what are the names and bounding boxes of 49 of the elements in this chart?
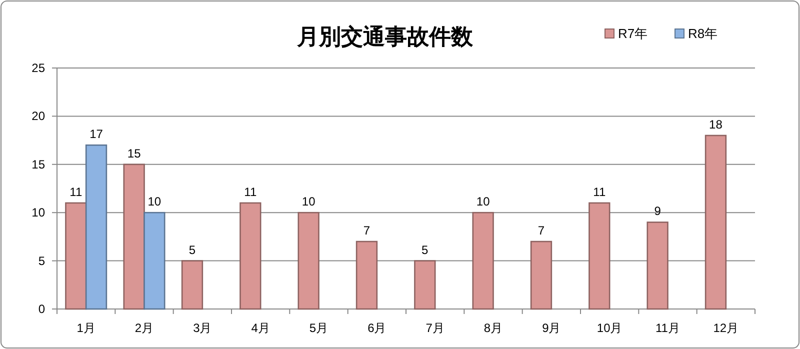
data-label: 7 [363, 224, 370, 238]
x-tick-label: 12月 [713, 321, 739, 335]
x-tick-label: 11月 [656, 321, 680, 335]
x-tick-label: 5月 [309, 321, 328, 335]
x-tick-label: 10月 [596, 321, 622, 335]
bar [472, 212, 494, 310]
bar [530, 240, 552, 310]
bar [646, 222, 668, 310]
data-label: 18 [709, 117, 723, 132]
data-label: 7 [538, 224, 545, 238]
data-label: 15 [127, 146, 142, 160]
data-label: 11 [593, 184, 606, 199]
x-tick-label: 1月 [76, 321, 96, 335]
bar [588, 202, 610, 310]
data-label: 5 [188, 242, 196, 257]
data-label: 10 [476, 194, 490, 209]
y-tick-label: 5 [38, 254, 46, 268]
x-tick-label: 8月 [484, 321, 503, 335]
data-label: 11 [70, 184, 82, 199]
y-tick-label: 10 [32, 206, 46, 220]
data-label: 5 [422, 242, 429, 257]
x-tick-label: 2月 [134, 321, 154, 335]
bar [144, 212, 166, 310]
x-tick-label: 3月 [193, 321, 212, 335]
bar [356, 240, 378, 310]
y-tick-label: 20 [32, 109, 46, 124]
data-label: 17 [90, 127, 104, 142]
bar [704, 134, 727, 310]
bar [298, 212, 320, 310]
bar [85, 144, 108, 310]
x-tick-label: 6月 [368, 321, 386, 335]
data-label: 9 [654, 204, 662, 218]
y-tick-label: 25 [32, 61, 46, 75]
chart-title: 月別交通事故件数 [296, 24, 474, 49]
bar [414, 260, 436, 310]
data-label: 11 [244, 184, 257, 199]
bar [123, 164, 145, 310]
bar [65, 202, 87, 310]
y-tick-label: 15 [32, 157, 46, 172]
bar [240, 202, 262, 310]
bar [181, 260, 204, 310]
x-tick-label: 9月 [542, 321, 561, 335]
data-label: 10 [148, 194, 162, 209]
x-tick-label: 4月 [251, 321, 270, 335]
legend-label: R8年 [688, 26, 718, 41]
data-label: 10 [302, 194, 316, 209]
legend-label: R7年 [618, 26, 648, 41]
x-tick-label: 7月 [426, 321, 444, 335]
y-tick-label: 0 [38, 302, 46, 316]
